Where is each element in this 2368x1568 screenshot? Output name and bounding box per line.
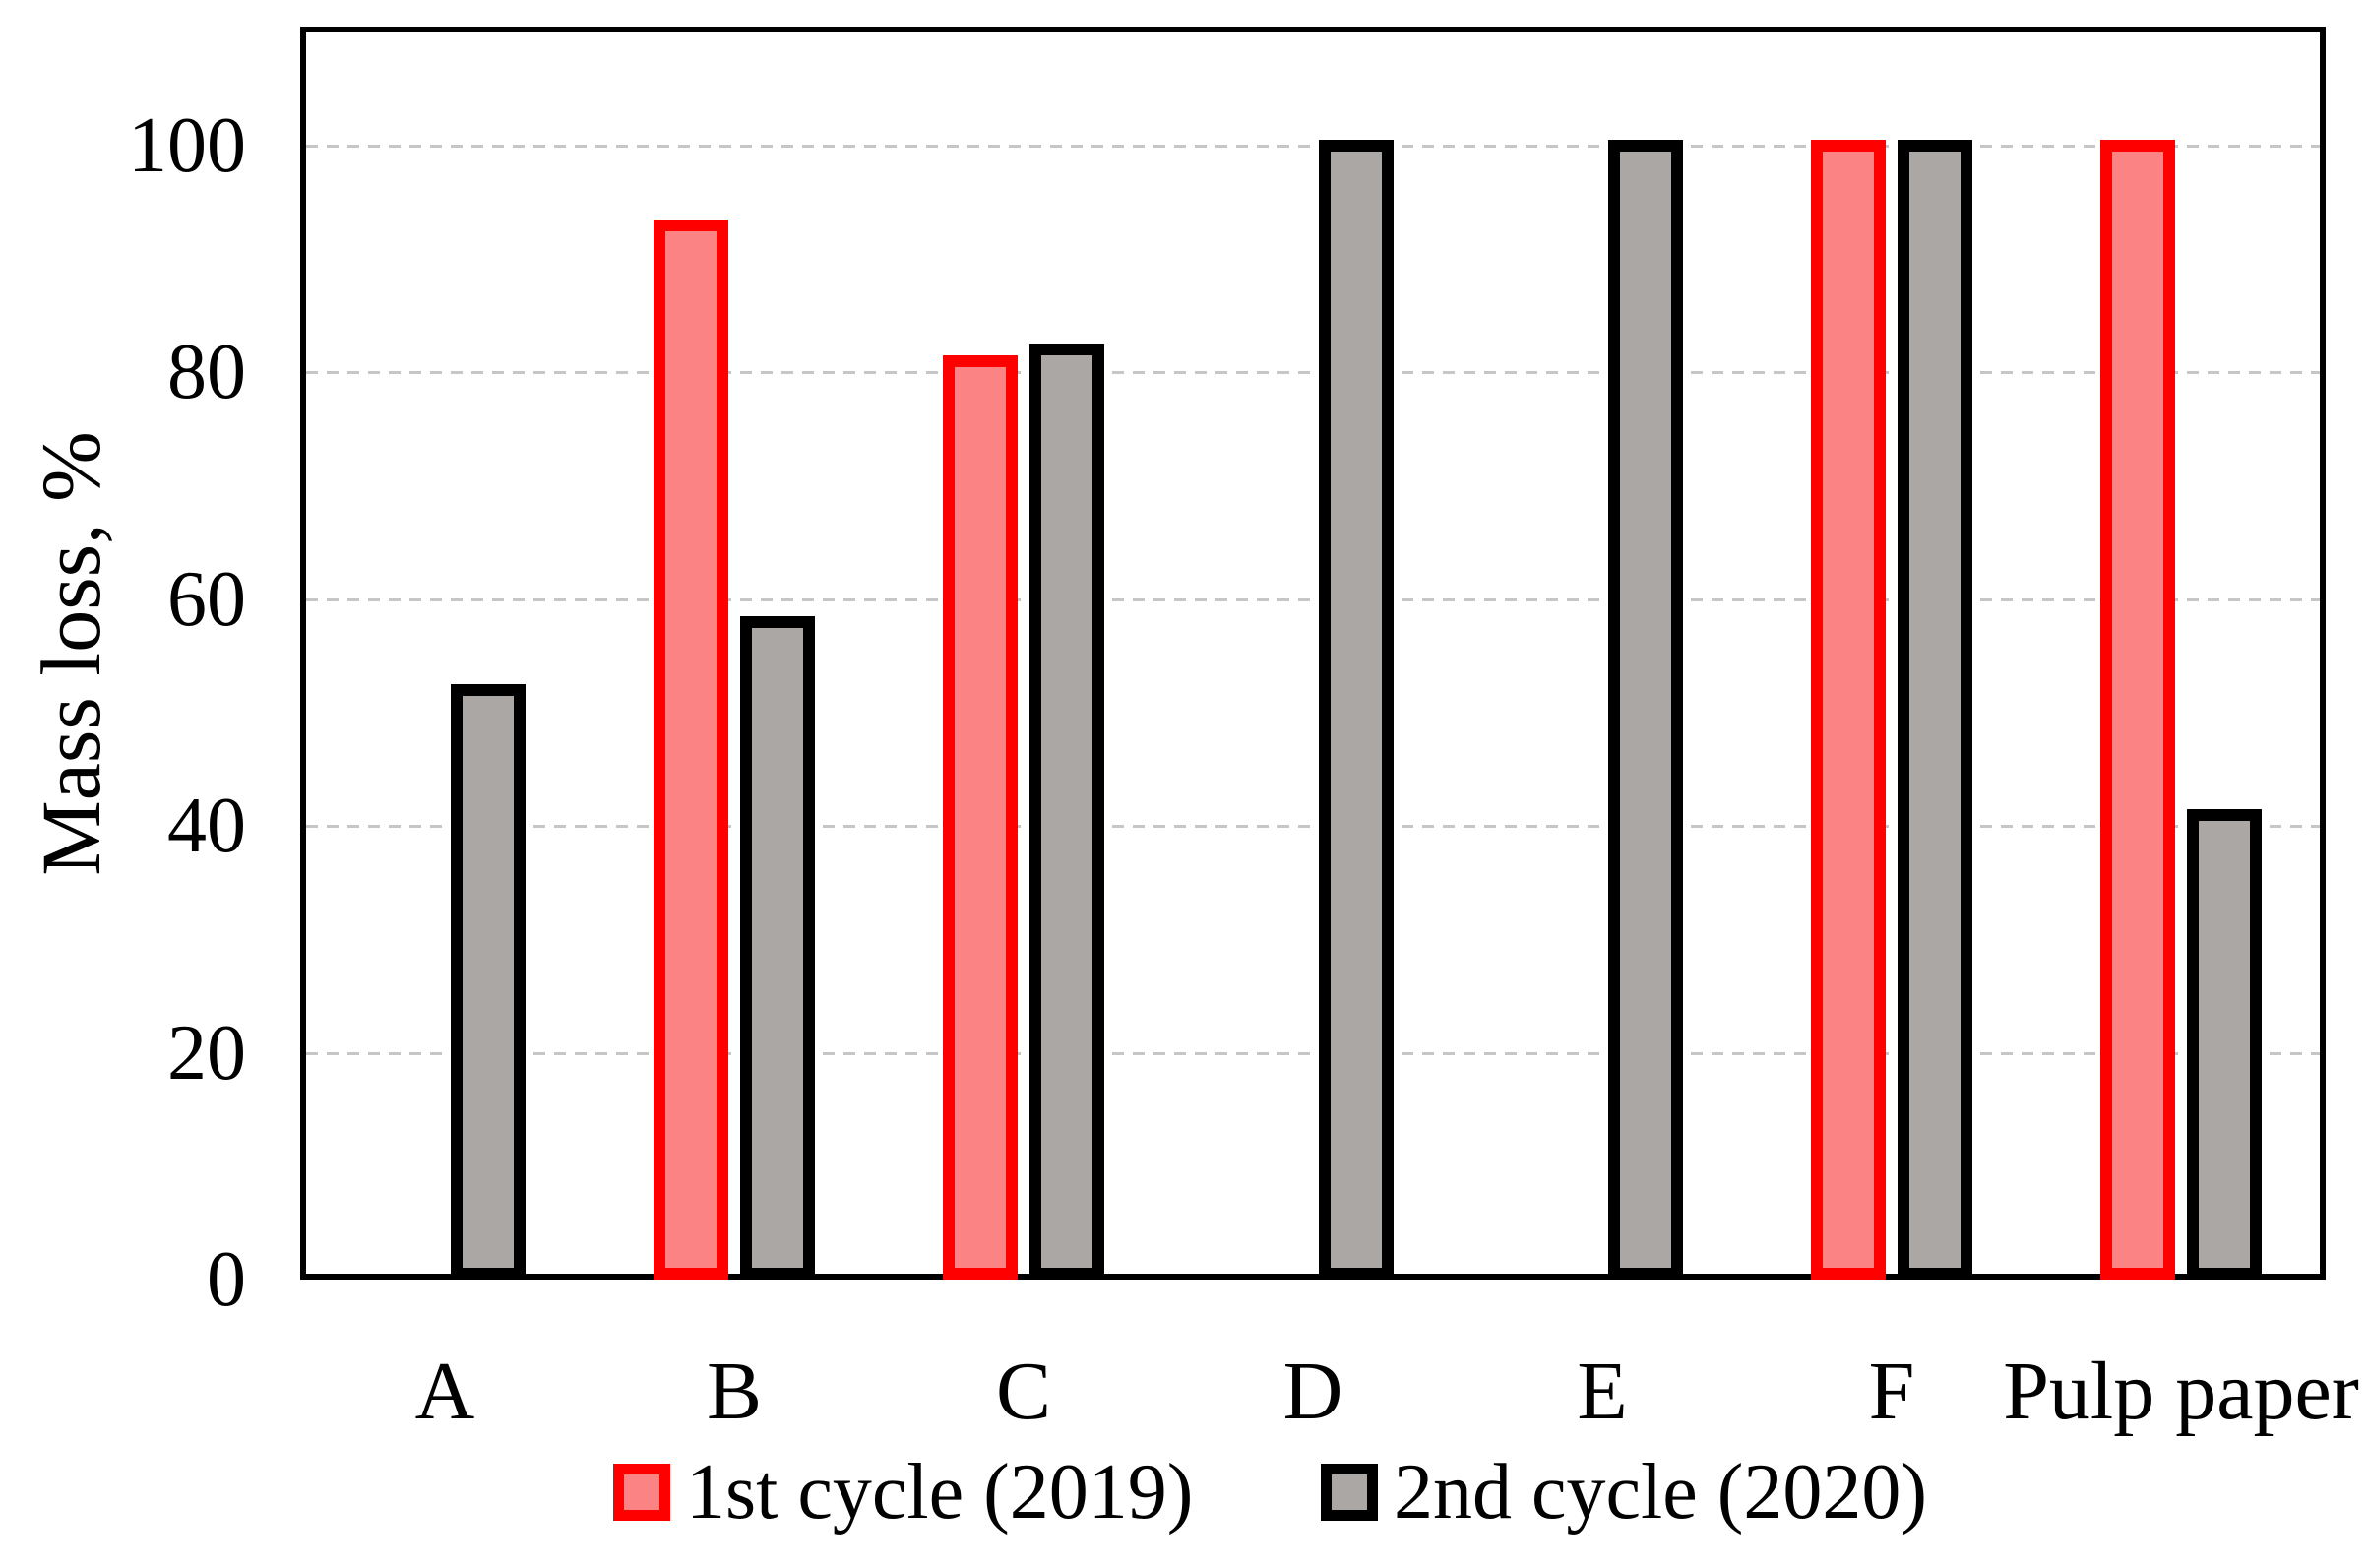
x-category-label-d: D bbox=[1282, 1346, 1343, 1437]
legend-item-cycle2: 2nd cycle (2020) bbox=[1321, 1453, 1927, 1532]
gridline-100 bbox=[306, 145, 2320, 148]
x-category-label-f: F bbox=[1868, 1346, 1915, 1437]
bar-cycle1-c bbox=[943, 354, 1018, 1280]
gridline-20 bbox=[306, 1051, 2320, 1055]
bar-cycle2-b bbox=[740, 615, 815, 1280]
legend-swatch-icon bbox=[1321, 1464, 1378, 1521]
gridline-80 bbox=[306, 371, 2320, 375]
bar-cycle2-e bbox=[1608, 140, 1683, 1280]
x-category-label-c: C bbox=[995, 1346, 1052, 1437]
gridline-60 bbox=[306, 597, 2320, 601]
y-tick-label-0: 0 bbox=[207, 1236, 246, 1323]
x-category-label-b: B bbox=[706, 1346, 763, 1437]
bar-cycle1-f bbox=[1811, 140, 1886, 1280]
legend-item-cycle1: 1st cycle (2019) bbox=[613, 1453, 1193, 1532]
gridline-40 bbox=[306, 825, 2320, 829]
x-category-label-e: E bbox=[1577, 1346, 1628, 1437]
legend-label: 1st cycle (2019) bbox=[686, 1449, 1194, 1536]
legend-label: 2nd cycle (2020) bbox=[1394, 1449, 1928, 1536]
bar-cycle2-f bbox=[1898, 140, 1972, 1280]
bar-cycle2-c bbox=[1029, 344, 1104, 1280]
y-tick-label-20: 20 bbox=[167, 1009, 246, 1097]
plot-area bbox=[300, 27, 2326, 1280]
y-tick-label-100: 100 bbox=[128, 102, 246, 189]
x-category-label-a: A bbox=[414, 1346, 475, 1437]
y-tick-label-80: 80 bbox=[167, 329, 246, 416]
y-tick-label-40: 40 bbox=[167, 783, 246, 870]
bar-cycle1-pulp-paper bbox=[2100, 140, 2175, 1280]
y-tick-label-60: 60 bbox=[167, 555, 246, 643]
bar-cycle2-d bbox=[1319, 140, 1394, 1280]
bar-cycle1-b bbox=[654, 219, 728, 1280]
x-category-label-pulp-paper: Pulp paper bbox=[2003, 1346, 2359, 1437]
bar-cycle2-pulp-paper bbox=[2187, 808, 2262, 1280]
legend-swatch-icon bbox=[613, 1464, 670, 1521]
bar-cycle2-a bbox=[451, 683, 526, 1280]
